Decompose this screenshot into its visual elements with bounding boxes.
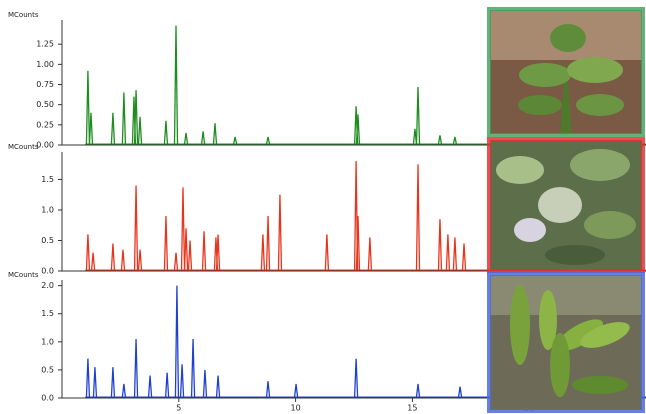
peak xyxy=(202,131,205,144)
y-tick-label: 1.25 xyxy=(36,40,54,49)
peak xyxy=(355,359,358,397)
peak xyxy=(166,373,169,397)
peak xyxy=(121,250,124,270)
y-tick-label: 0.00 xyxy=(36,141,54,150)
y-tick-label: 2.0 xyxy=(41,281,54,290)
y-tick-label: 1.0 xyxy=(41,205,54,214)
x-tick-label: 15 xyxy=(407,404,417,413)
peak xyxy=(182,187,185,270)
peak xyxy=(122,384,125,397)
y-tick-label: 1.5 xyxy=(41,309,54,318)
photo-flower xyxy=(489,139,643,271)
peak xyxy=(86,359,89,397)
x-tick-label: 5 xyxy=(176,404,181,413)
peak xyxy=(192,339,195,397)
y-tick-label: 1.00 xyxy=(36,60,54,69)
peak xyxy=(446,234,449,270)
peak xyxy=(135,186,138,270)
peak xyxy=(278,195,281,270)
peak xyxy=(175,286,178,397)
peak xyxy=(203,370,206,397)
photo-pods xyxy=(489,274,643,411)
peak xyxy=(203,231,206,270)
y-tick-label: 0.0 xyxy=(41,267,54,276)
photos xyxy=(489,9,643,411)
peak xyxy=(86,71,89,144)
peak xyxy=(135,339,138,397)
peak xyxy=(89,113,92,144)
y-axis-label: MCounts xyxy=(8,11,39,19)
peak xyxy=(438,135,441,144)
peak xyxy=(174,253,177,270)
y-axis-label: MCounts xyxy=(8,143,39,151)
peak xyxy=(417,87,420,144)
peak xyxy=(261,234,264,270)
peak xyxy=(111,244,114,270)
peak xyxy=(267,216,270,270)
y-tick-label: 1.0 xyxy=(41,337,54,346)
peak xyxy=(325,234,328,270)
peak xyxy=(181,364,184,397)
y-tick-label: 1.5 xyxy=(41,175,54,184)
peak xyxy=(92,253,95,270)
peak xyxy=(135,90,138,144)
peak xyxy=(267,137,270,144)
peak xyxy=(368,237,371,270)
chart: MCounts0.000.250.500.751.001.25MCounts0.… xyxy=(0,0,646,414)
peak xyxy=(86,234,89,270)
y-tick-label: 0.25 xyxy=(36,120,54,129)
y-tick-label: 0.75 xyxy=(36,80,54,89)
y-axis-label: MCounts xyxy=(8,271,39,279)
peak xyxy=(453,137,456,144)
peak xyxy=(139,250,142,270)
peak xyxy=(164,216,167,270)
peak xyxy=(463,244,466,270)
peak xyxy=(185,133,188,144)
peak xyxy=(93,367,96,397)
peak xyxy=(122,93,125,144)
peak xyxy=(139,117,142,144)
peak xyxy=(189,240,192,270)
peak xyxy=(459,387,462,397)
y-tick-label: 0.0 xyxy=(41,394,54,403)
peak xyxy=(111,367,114,397)
peak xyxy=(234,137,237,144)
peak xyxy=(417,164,420,270)
y-tick-label: 0.5 xyxy=(41,365,54,374)
peak xyxy=(417,384,420,397)
peak xyxy=(217,376,220,397)
y-tick-label: 0.50 xyxy=(36,100,54,109)
peak xyxy=(149,376,152,397)
peak xyxy=(111,113,114,144)
peak xyxy=(217,234,220,270)
peak xyxy=(185,228,188,270)
y-tick-label: 0.5 xyxy=(41,236,54,245)
photo-plant xyxy=(489,9,643,135)
peak xyxy=(267,381,270,397)
peak xyxy=(164,121,167,144)
peak xyxy=(438,219,441,270)
peak xyxy=(295,384,298,397)
peak xyxy=(174,26,177,144)
peak xyxy=(453,237,456,270)
peak xyxy=(214,123,217,144)
x-tick-label: 10 xyxy=(291,404,301,413)
